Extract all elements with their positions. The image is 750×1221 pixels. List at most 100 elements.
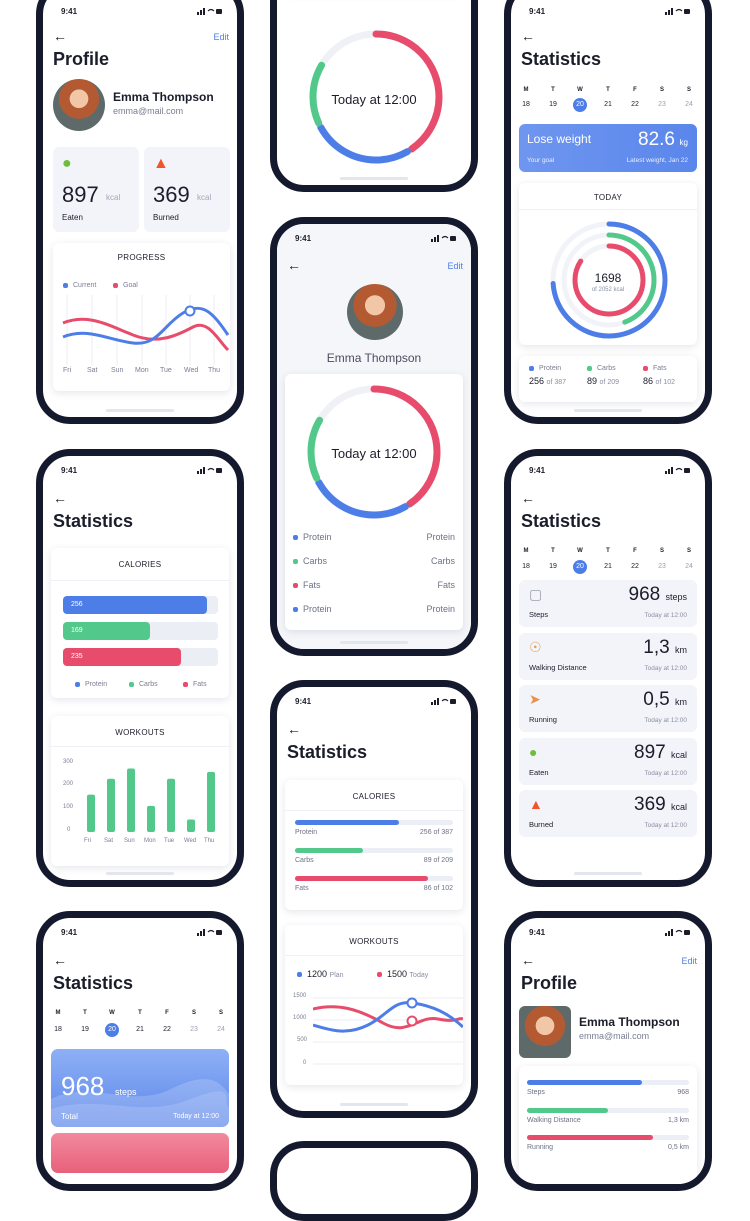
workout-bar[interactable]: [207, 771, 215, 832]
page-title: Statistics: [521, 511, 602, 531]
progress-card: PROGRESS Current Goal Fri Sat Sun Mon Tu…: [53, 243, 230, 391]
edit-button[interactable]: Edit: [213, 32, 229, 42]
avatar: [519, 1006, 571, 1058]
calendar-date[interactable]: 24: [217, 1026, 225, 1033]
calendar-date[interactable]: 21: [136, 1026, 144, 1033]
back-arrow-icon[interactable]: ←: [53, 490, 67, 506]
calendar-date-selected[interactable]: 20: [573, 98, 587, 112]
home-indicator: [574, 409, 642, 412]
second-stat-card[interactable]: [51, 1133, 229, 1173]
back-arrow-icon[interactable]: ←: [521, 952, 535, 968]
back-arrow-icon[interactable]: ←: [287, 721, 301, 737]
workout-bar[interactable]: [147, 805, 155, 832]
steps-unit: steps: [115, 1087, 137, 1097]
day-label: Thu: [204, 838, 215, 844]
profile-stat-name: Running: [527, 1144, 554, 1151]
y-tick: 200: [63, 781, 74, 787]
day-label: Fri: [84, 838, 91, 844]
day-label: Mon: [144, 838, 156, 844]
phone-today-ring-top: Today at 12:00: [270, 0, 478, 192]
calendar-date[interactable]: 21: [604, 563, 612, 570]
calendar-date[interactable]: 19: [549, 563, 557, 570]
activity-label: Running: [529, 715, 557, 724]
shoe-icon: ▢: [529, 586, 543, 602]
workout-bar[interactable]: [127, 768, 135, 832]
calories-card: CALORIES 256 169 235 Protein Carbs Fats: [51, 548, 229, 698]
burned-card[interactable]: ▲ 369 kcal Burned: [144, 147, 230, 232]
calendar-date[interactable]: 22: [631, 563, 639, 570]
activity-card[interactable]: ▢ Steps 968 steps Today at 12:00: [519, 580, 697, 627]
activity-card[interactable]: ➤ Running 0,5 km Today at 12:00: [519, 685, 697, 732]
calendar-date[interactable]: 21: [604, 101, 612, 108]
eaten-card[interactable]: ● 897 kcal Eaten: [53, 147, 139, 232]
edit-button[interactable]: Edit: [447, 261, 463, 271]
macro-row: Protein Protein: [293, 532, 455, 556]
activity-card[interactable]: ● Eaten 897 kcal Today at 12:00: [519, 737, 697, 785]
status-bar: 9:41: [295, 697, 457, 709]
today-marker[interactable]: [406, 1015, 418, 1027]
calendar-date[interactable]: 19: [81, 1026, 89, 1033]
legend-today: 1500 Today: [377, 969, 428, 979]
calendar-date[interactable]: 22: [631, 101, 639, 108]
calendar-date[interactable]: 18: [54, 1026, 62, 1033]
plan-marker[interactable]: [406, 997, 418, 1009]
calorie-row: Fats 86 of 102: [295, 876, 453, 900]
page-title: Profile: [53, 49, 110, 69]
workout-bar[interactable]: [87, 794, 95, 832]
workout-bar[interactable]: [167, 778, 175, 832]
y-tick: 100: [63, 804, 74, 810]
status-bar: 9:41: [61, 928, 223, 940]
calendar-date-selected[interactable]: 20: [105, 1023, 119, 1037]
calendar-date[interactable]: 19: [549, 101, 557, 108]
profile-stats-card: Steps 968 Walking Distance 1,3 km Runnin…: [519, 1066, 697, 1184]
calendar-date[interactable]: 23: [658, 101, 666, 108]
macros-card: Today at 12:00 Protein Protein Carbs Carbs…: [285, 374, 463, 630]
steps-card[interactable]: 968 steps Total Today at 12:00: [51, 1049, 229, 1127]
activity-time: Today at 12:00: [644, 769, 687, 777]
weight-unit: kg: [679, 138, 688, 147]
current-marker[interactable]: [184, 305, 196, 317]
fats-bar: 235: [63, 648, 181, 666]
back-arrow-icon[interactable]: ←: [521, 28, 535, 44]
plan-line: [313, 1001, 463, 1033]
fire-icon: ▲: [529, 796, 543, 812]
day-label: Tue: [164, 838, 175, 844]
back-arrow-icon[interactable]: ←: [521, 490, 535, 506]
calendar-date[interactable]: 23: [658, 563, 666, 570]
calendar-date[interactable]: 24: [685, 563, 693, 570]
legend-fats: Fats: [183, 681, 207, 688]
walking-icon: ☉: [529, 638, 542, 655]
today-ring-chart: [307, 385, 441, 519]
calendar-date[interactable]: 23: [190, 1026, 198, 1033]
goal-label: Lose weight: [527, 132, 592, 146]
workout-bar[interactable]: [107, 778, 115, 832]
status-bar: 9:41: [295, 234, 457, 246]
lose-weight-card[interactable]: Lose weight 82.6 kg Your goal Latest wei…: [519, 124, 697, 172]
status-time: 9:41: [61, 928, 78, 937]
calendar-date[interactable]: 24: [685, 101, 693, 108]
phone-profile-stats: 9:41 ← Edit Profile Emma Thompson emma@m…: [504, 911, 712, 1191]
calendar-date-selected[interactable]: 20: [573, 560, 587, 574]
user-email: emma@mail.com: [579, 1031, 650, 1041]
back-arrow-icon[interactable]: ←: [287, 257, 301, 273]
weight-value: 82.6: [638, 129, 675, 150]
signal-battery-icon: [665, 929, 690, 936]
activity-time: Today at 12:00: [644, 612, 687, 619]
calories-title: CALORIES: [352, 792, 396, 801]
user-name: Emma Thompson: [326, 351, 422, 365]
activity-card[interactable]: ☉ Walking Distance 1,3 km Today at 12:00: [519, 632, 697, 680]
activity-card[interactable]: ▲ Burned 369 kcal Today at 12:00: [519, 790, 697, 837]
workout-bar[interactable]: [187, 819, 195, 832]
carbs-bar: 169: [63, 622, 150, 640]
latest-weight-sub: Latest weight, Jan 22: [626, 157, 688, 164]
status-bar: 9:41: [61, 466, 223, 478]
home-indicator: [340, 177, 408, 180]
edit-button[interactable]: Edit: [681, 956, 697, 966]
calendar-date[interactable]: 22: [163, 1026, 171, 1033]
back-arrow-icon[interactable]: ←: [53, 28, 67, 44]
calories-list-card: CALORIES Protein 256 of 387 Carbs 89 of …: [285, 780, 463, 910]
y-tick: 1500: [293, 993, 307, 999]
calendar-date[interactable]: 18: [522, 563, 530, 570]
back-arrow-icon[interactable]: ←: [53, 952, 67, 968]
calendar-date[interactable]: 18: [522, 101, 530, 108]
